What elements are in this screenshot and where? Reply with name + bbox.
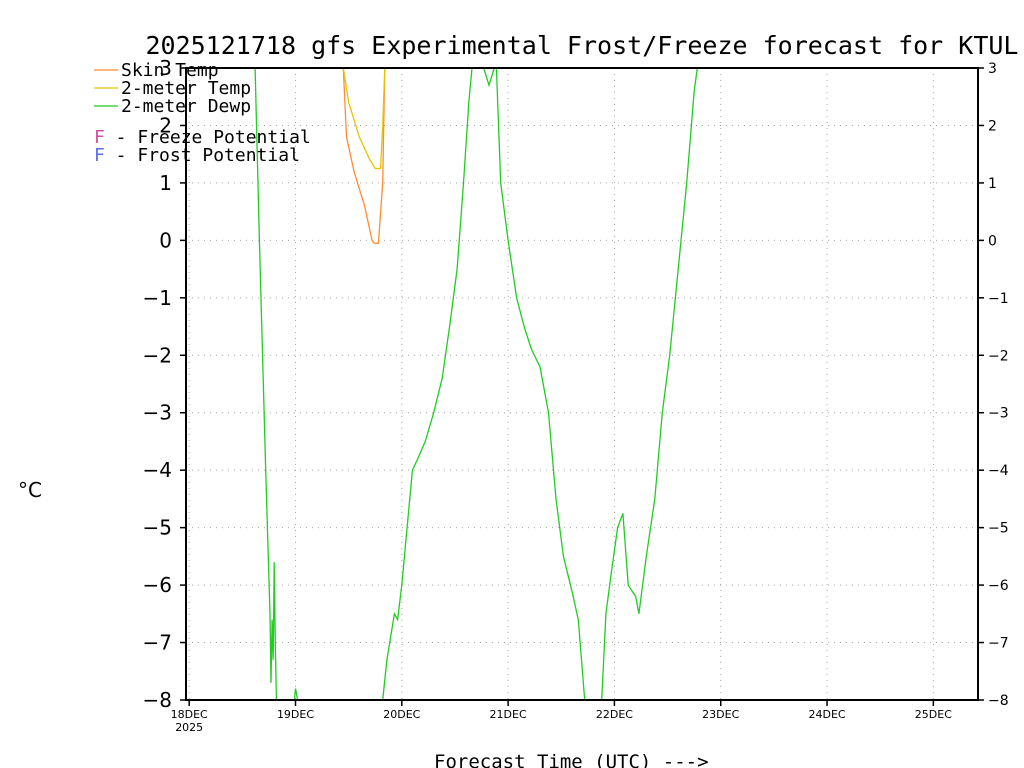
x-tick-label: 22DEC bbox=[596, 708, 633, 721]
y-tick-label-left: −3 bbox=[143, 401, 172, 425]
y-tick-label-right: −5 bbox=[988, 521, 1009, 537]
chart-title: 2025121718 gfs Experimental Frost/Freeze… bbox=[146, 31, 1019, 60]
series-line-2-meter-dewp bbox=[293, 688, 299, 701]
y-tick-label-right: −3 bbox=[988, 406, 1009, 422]
y-tick-label-right: 2 bbox=[988, 118, 997, 134]
y-tick-label-right: −6 bbox=[988, 578, 1009, 594]
legend-label: Skin Temp bbox=[121, 60, 219, 81]
legend-label: 2-meter Dewp bbox=[121, 96, 251, 117]
x-tick-label: 19DEC bbox=[277, 708, 314, 721]
series-line-2-meter-dewp bbox=[601, 67, 698, 701]
x-tick-sublabel: 2025 bbox=[175, 721, 203, 734]
x-tick-label: 20DEC bbox=[383, 708, 420, 721]
y-tick-label-left: −6 bbox=[143, 573, 172, 597]
potential-legend-entry: F - Freeze Potential bbox=[94, 127, 311, 148]
y-tick-label-left: 2 bbox=[159, 113, 172, 137]
data-series-lines bbox=[254, 67, 698, 701]
y-axis-ticks: 3 3 2 2 1 1 0 0 −1 −1 −2 −2 −3 −3 −4 −4 −5 −5 −6 −6 −7 −7 −8 −8 bbox=[143, 56, 1009, 712]
series-line-skin-temp bbox=[342, 67, 386, 244]
series-line-2-meter-dewp bbox=[254, 67, 278, 701]
x-axis-label: Forecast Time (UTC) ---> bbox=[434, 751, 709, 768]
legend-label: 2-meter Temp bbox=[121, 78, 251, 99]
y-tick-label-left: −7 bbox=[143, 631, 172, 655]
series-line-2-meter-temp bbox=[342, 67, 386, 170]
y-tick-label-right: 3 bbox=[988, 61, 997, 77]
y-tick-label-left: −1 bbox=[143, 286, 172, 310]
potential-legend-letter: F bbox=[94, 145, 105, 166]
x-tick-label: 24DEC bbox=[808, 708, 845, 721]
y-tick-label-left: −2 bbox=[143, 343, 172, 367]
y-tick-label-right: −8 bbox=[988, 693, 1009, 709]
y-tick-label-right: 0 bbox=[988, 233, 997, 249]
grid-lines bbox=[186, 68, 978, 700]
y-tick-label-left: 3 bbox=[159, 56, 172, 80]
y-axis-label: °C bbox=[18, 478, 42, 502]
y-tick-label-left: −5 bbox=[143, 516, 172, 540]
series-line-2-meter-dewp bbox=[483, 67, 495, 88]
x-tick-label: 23DEC bbox=[702, 708, 739, 721]
y-tick-label-right: −7 bbox=[988, 636, 1009, 652]
series-line-2-meter-dewp bbox=[495, 67, 586, 701]
potential-legend-label: - Freeze Potential bbox=[105, 127, 311, 148]
x-tick-label: 25DEC bbox=[915, 708, 952, 721]
y-tick-label-right: 1 bbox=[988, 176, 997, 192]
potential-legend-letter: F bbox=[94, 127, 105, 148]
y-tick-label-left: −8 bbox=[143, 688, 172, 712]
potential-legend-entry: F - Frost Potential bbox=[94, 145, 300, 166]
y-tick-label-left: 1 bbox=[159, 171, 172, 195]
x-tick-label: 18DEC bbox=[171, 708, 208, 721]
x-tick-label: 21DEC bbox=[490, 708, 527, 721]
plot-frame bbox=[185, 67, 979, 701]
potential-legend-label: - Frost Potential bbox=[105, 145, 300, 166]
y-tick-label-right: −1 bbox=[988, 291, 1009, 307]
y-tick-label-right: −2 bbox=[988, 348, 1009, 364]
y-tick-label-left: −4 bbox=[143, 458, 172, 482]
y-tick-label-right: −4 bbox=[988, 463, 1009, 479]
series-line-2-meter-dewp bbox=[382, 67, 473, 701]
y-tick-label-left: 0 bbox=[159, 228, 172, 252]
